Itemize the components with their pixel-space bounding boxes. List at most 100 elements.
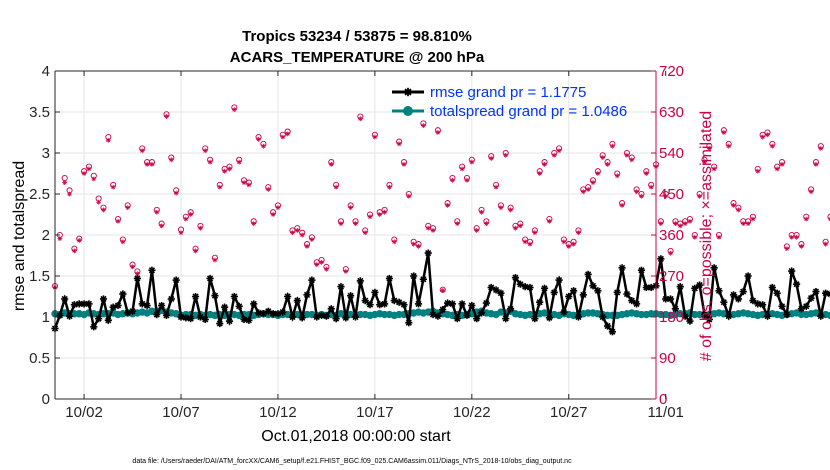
rmse-point bbox=[608, 328, 616, 336]
obs-assimilated-point bbox=[585, 187, 591, 192]
rmse-point bbox=[550, 288, 558, 296]
rmse-point bbox=[250, 300, 258, 308]
obs-assimilated-point bbox=[309, 237, 315, 242]
obs-assimilated-point bbox=[202, 148, 208, 154]
x-tick-label: 11/01 bbox=[647, 404, 683, 421]
obs-assimilated-point bbox=[503, 152, 509, 158]
rmse-point bbox=[385, 274, 394, 283]
rmse-point bbox=[584, 270, 592, 278]
y-left-tick-label: 3 bbox=[42, 145, 50, 162]
rmse-point bbox=[589, 282, 597, 290]
obs-assimilated-point bbox=[561, 239, 567, 245]
rmse-point bbox=[153, 310, 161, 319]
obs-assimilated-point bbox=[750, 216, 756, 222]
legend-rmse-star bbox=[403, 87, 413, 97]
obs-assimilated-point bbox=[634, 189, 640, 195]
obs-assimilated-point bbox=[479, 209, 484, 215]
rmse-point bbox=[351, 313, 360, 321]
obs-assimilated-point bbox=[740, 221, 746, 227]
obs-assimilated-point bbox=[256, 136, 261, 142]
y-right-tick-label: 540 bbox=[659, 145, 684, 162]
obs-assimilated-point bbox=[614, 173, 620, 179]
obs-assimilated-point bbox=[556, 148, 562, 154]
y-right-tick-label: 90 bbox=[659, 350, 676, 367]
y-right-tick-label: 270 bbox=[659, 268, 684, 285]
obs-assimilated-point bbox=[420, 123, 426, 129]
obs-assimilated-point bbox=[367, 214, 373, 220]
rmse-point bbox=[288, 313, 297, 321]
obs-assimilated-point bbox=[818, 146, 824, 151]
obs-assimilated-point bbox=[377, 212, 383, 217]
rmse-point bbox=[167, 295, 175, 303]
rmse-point bbox=[691, 284, 699, 292]
obs-assimilated-point bbox=[643, 171, 649, 176]
rmse-point bbox=[710, 264, 718, 272]
obs-assimilated-point bbox=[299, 232, 305, 238]
rmse-point bbox=[347, 292, 355, 300]
rmse-point bbox=[720, 298, 728, 306]
obs-assimilated-point bbox=[571, 241, 577, 247]
obs-assimilated-point bbox=[304, 243, 310, 249]
legend-rmse-star-icon bbox=[403, 87, 413, 97]
obs-assimilated-point bbox=[784, 246, 790, 252]
obs-assimilated-point bbox=[609, 143, 615, 149]
rmse-series bbox=[51, 249, 830, 336]
rmse-point bbox=[322, 312, 331, 320]
rmse-point bbox=[380, 300, 389, 308]
obs-assimilated-point bbox=[483, 221, 489, 227]
chart-title-line2: ACARS_TEMPERATURE @ 200 hPa bbox=[230, 49, 485, 66]
obs-assimilated-point bbox=[139, 148, 145, 154]
rmse-point bbox=[676, 283, 684, 291]
obs-assimilated-point bbox=[774, 166, 780, 172]
obs-assimilated-point bbox=[362, 230, 368, 236]
obs-assimilated-point bbox=[401, 161, 407, 167]
obs-assimilated-point bbox=[144, 161, 150, 167]
legend-spread-circle-icon bbox=[403, 106, 413, 116]
obs-assimilated-point bbox=[270, 212, 276, 217]
rmse-point bbox=[506, 305, 515, 313]
obs-assimilated-point bbox=[222, 168, 228, 174]
obs-assimilated-point bbox=[372, 134, 378, 140]
obs-assimilated-point bbox=[600, 155, 606, 160]
obs-assimilated-point bbox=[517, 223, 523, 229]
obs-assimilated-point bbox=[391, 239, 397, 245]
y-left-tick-label: 4 bbox=[42, 63, 50, 80]
obs-assimilated-point bbox=[692, 234, 698, 240]
y-right-tick-label: 720 bbox=[659, 63, 684, 80]
rmse-point bbox=[734, 295, 742, 303]
x-tick-label: 10/02 bbox=[65, 404, 103, 421]
obs-assimilated-point bbox=[265, 187, 271, 192]
chart-title-line1: Tropics 53234 / 53875 = 98.810% bbox=[242, 28, 472, 45]
obs-assimilated-point bbox=[668, 250, 673, 256]
obs-assimilated-point bbox=[290, 230, 295, 236]
rmse-point bbox=[90, 323, 98, 331]
rmse-point bbox=[298, 314, 306, 322]
obs-assimilated-point bbox=[769, 143, 775, 149]
obs-assimilated-point bbox=[789, 234, 795, 240]
obs-assimilated-point bbox=[159, 223, 165, 229]
obs-assimilated-point bbox=[86, 166, 92, 172]
rmse-point bbox=[439, 306, 447, 314]
obs-assimilated-point bbox=[677, 223, 683, 229]
obs-assimilated-point bbox=[663, 193, 669, 199]
obs-assimilated-point bbox=[149, 161, 155, 167]
rmse-point bbox=[628, 297, 636, 305]
obs-assimilated-point bbox=[416, 243, 421, 249]
obs-assimilated-point bbox=[212, 257, 218, 263]
y-left-tick-label: 2.5 bbox=[29, 186, 50, 203]
obs-assimilated-point bbox=[629, 157, 635, 163]
rmse-point bbox=[158, 301, 166, 310]
rmse-point bbox=[400, 301, 408, 309]
rmse-point bbox=[637, 266, 646, 274]
obs-assimilated-point bbox=[464, 177, 470, 183]
obs-assimilated-point bbox=[493, 184, 499, 190]
y-left-tick-label: 1 bbox=[42, 309, 50, 326]
y-right-tick-label: 360 bbox=[659, 227, 684, 244]
y-left-tick-label: 1.5 bbox=[29, 268, 50, 285]
rmse-point bbox=[225, 317, 234, 325]
rmse-point bbox=[376, 301, 384, 309]
obs-assimilated-point bbox=[115, 218, 121, 224]
obs-assimilated-point bbox=[450, 177, 455, 183]
obs-assimilated-point bbox=[396, 141, 402, 147]
rmse-point bbox=[148, 266, 156, 274]
